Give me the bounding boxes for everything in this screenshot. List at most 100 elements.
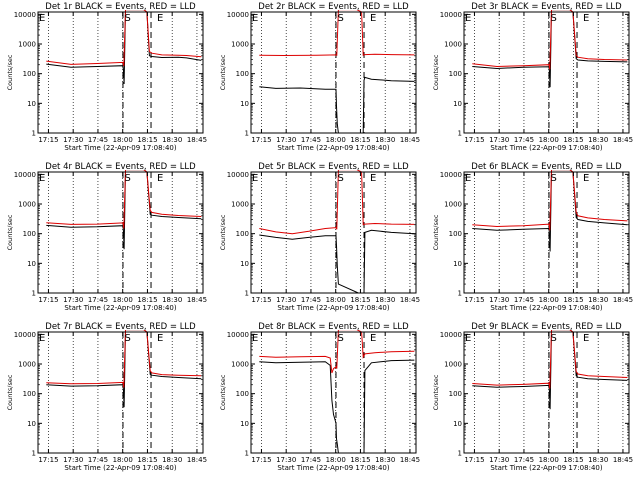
x-tick-label: 17:45 [301,136,321,144]
series-lld [46,170,202,229]
panel-title: Det 9r BLACK = Events, RED = LLD [471,322,622,332]
series-events [46,170,202,250]
x-tick-label: 17:15 [464,456,484,464]
x-tick-label: 17:45 [88,136,108,144]
plot-frame [37,11,204,134]
x-tick-label: 18:30 [588,296,608,304]
plot-frame [463,331,630,454]
x-tick-label: 18:15 [350,296,370,304]
x-tick-label: 17:30 [489,296,509,304]
y-tick-label: 10 [240,420,249,428]
x-tick-label: 18:00 [113,456,133,464]
x-tick-label: 17:45 [514,136,534,144]
x-tick-label: 18:30 [375,456,395,464]
marker-label-E: E [157,333,163,344]
y-tick-label: 1000 [231,41,249,49]
y-axis-label: Counts/sec [432,214,440,250]
marker-label-S: S [124,13,130,24]
marker-label-E: E [39,173,45,184]
x-tick-label: 17:45 [88,296,108,304]
series-lld [472,330,628,389]
marker-label-E: E [252,173,258,184]
marker-label-E: E [583,173,589,184]
x-tick-label: 17:15 [464,136,484,144]
x-tick-label: 18:00 [326,136,346,144]
y-tick-label: 100 [23,390,36,398]
x-tick-label: 17:45 [514,296,534,304]
y-tick-label: 1000 [444,41,462,49]
x-axis-label: Start Time (22-Apr-09 17:08:40) [490,144,602,152]
marker-label-S: S [337,333,343,344]
x-tick-label: 17:30 [276,296,296,304]
x-tick-label: 17:30 [276,456,296,464]
y-axis-label: Counts/sec [432,54,440,90]
y-tick-label: 10000 [14,331,36,339]
marker-label-E: E [370,333,376,344]
series-lld [472,170,628,231]
x-tick-label: 17:30 [276,136,296,144]
marker-label-S: S [337,173,343,184]
plot-frame [463,171,630,294]
y-tick-label: 1000 [444,201,462,209]
series-events [46,10,202,85]
y-tick-label: 1000 [18,41,36,49]
x-axis-label: Start Time (22-Apr-09 17:08:40) [277,304,389,312]
y-tick-label: 100 [23,70,36,78]
y-tick-label: 10 [27,420,36,428]
panel-title: Det 2r BLACK = Events, RED = LLD [258,2,409,12]
marker-label-S: S [337,13,343,24]
x-tick-label: 17:15 [38,456,58,464]
x-axis-label: Start Time (22-Apr-09 17:08:40) [490,464,602,472]
y-tick-label: 1000 [444,361,462,369]
x-tick-label: 18:15 [563,136,583,144]
y-tick-label: 100 [449,390,462,398]
y-tick-label: 10 [240,100,249,108]
y-tick-label: 10000 [440,331,462,339]
x-tick-label: 18:45 [613,136,633,144]
x-tick-label: 18:00 [326,296,346,304]
y-tick-label: 10000 [14,171,36,179]
marker-label-E: E [465,13,471,24]
y-tick-label: 100 [236,70,249,78]
y-tick-label: 1000 [231,201,249,209]
y-tick-label: 1000 [18,201,36,209]
x-tick-label: 17:45 [301,296,321,304]
y-axis-label: Counts/sec [6,54,14,90]
x-tick-label: 18:15 [137,456,157,464]
x-axis-label: Start Time (22-Apr-09 17:08:40) [277,464,389,472]
y-axis-label: Counts/sec [6,214,14,250]
y-tick-label: 10000 [227,11,249,19]
x-axis-label: Start Time (22-Apr-09 17:08:40) [277,144,389,152]
marker-label-S: S [124,333,130,344]
plot-frame [250,171,417,294]
panel-title: Det 8r BLACK = Events, RED = LLD [258,322,409,332]
marker-label-E: E [370,13,376,24]
series-lld [46,330,202,388]
x-axis-label: Start Time (22-Apr-09 17:08:40) [64,144,176,152]
y-tick-label: 100 [449,230,462,238]
x-tick-label: 18:15 [563,296,583,304]
panel-title: Det 4r BLACK = Events, RED = LLD [45,162,196,172]
x-tick-label: 18:45 [400,296,420,304]
marker-label-E: E [39,333,45,344]
y-axis-label: Counts/sec [432,374,440,410]
x-tick-label: 17:15 [464,296,484,304]
plot-frame [250,331,417,454]
x-tick-label: 18:45 [187,456,207,464]
y-axis-label: Counts/sec [219,54,227,90]
series-lld [46,10,202,67]
y-tick-label: 1 [32,450,36,458]
x-axis-label: Start Time (22-Apr-09 17:08:40) [490,304,602,312]
x-tick-label: 18:45 [187,296,207,304]
plot-frame [463,11,630,134]
y-tick-label: 100 [236,390,249,398]
y-tick-label: 10000 [227,331,249,339]
x-tick-label: 18:00 [326,456,346,464]
x-tick-label: 18:30 [162,296,182,304]
panel-title: Det 1r BLACK = Events, RED = LLD [45,2,196,12]
y-tick-label: 1000 [231,361,249,369]
y-tick-label: 10000 [14,11,36,19]
